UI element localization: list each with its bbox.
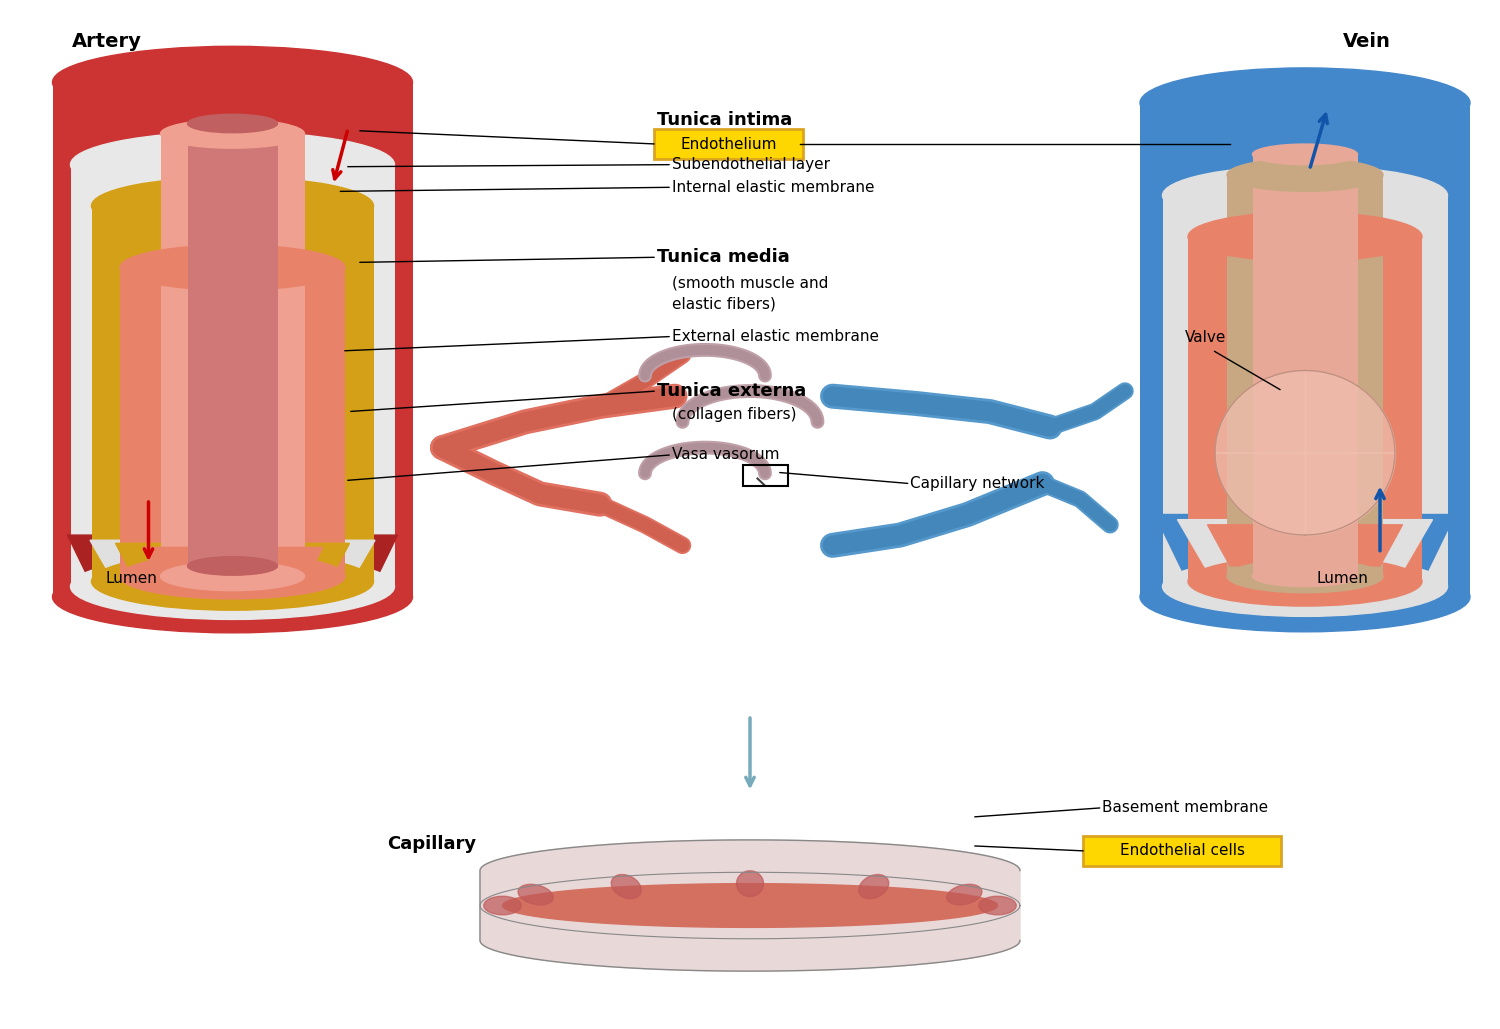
Ellipse shape: [1188, 212, 1422, 261]
Ellipse shape: [946, 884, 982, 904]
Text: Tunica media: Tunica media: [657, 248, 789, 267]
Text: Tunica intima: Tunica intima: [657, 111, 792, 130]
Text: Basement membrane: Basement membrane: [1102, 801, 1269, 815]
Ellipse shape: [70, 132, 395, 198]
Ellipse shape: [1140, 68, 1470, 138]
Text: Vein: Vein: [1342, 32, 1390, 50]
Polygon shape: [142, 547, 322, 584]
Ellipse shape: [1227, 158, 1383, 191]
Ellipse shape: [612, 875, 640, 898]
Text: (collagen fibers): (collagen fibers): [672, 407, 796, 422]
Bar: [742, 465, 788, 486]
Text: Subendothelial layer: Subendothelial layer: [672, 157, 830, 172]
Ellipse shape: [1252, 144, 1358, 165]
Polygon shape: [1178, 520, 1432, 571]
Ellipse shape: [188, 557, 278, 575]
Text: Endothelium: Endothelium: [680, 137, 777, 151]
Text: Internal elastic membrane: Internal elastic membrane: [672, 180, 874, 194]
Ellipse shape: [859, 875, 888, 898]
Text: Artery: Artery: [72, 32, 142, 50]
Ellipse shape: [978, 896, 1017, 915]
PathPatch shape: [1162, 196, 1448, 587]
Ellipse shape: [518, 884, 554, 904]
Text: Capillary network: Capillary network: [910, 476, 1046, 491]
Ellipse shape: [120, 554, 345, 599]
Text: Vasa vasorum: Vasa vasorum: [672, 448, 780, 462]
PathPatch shape: [92, 206, 374, 581]
PathPatch shape: [120, 268, 345, 576]
Text: Lumen: Lumen: [1317, 571, 1370, 586]
Ellipse shape: [188, 114, 278, 133]
PathPatch shape: [1227, 175, 1383, 576]
Polygon shape: [116, 543, 350, 589]
Ellipse shape: [1252, 566, 1358, 587]
Text: Tunica externa: Tunica externa: [657, 382, 807, 400]
Ellipse shape: [160, 119, 304, 148]
Text: elastic fibers): elastic fibers): [672, 296, 776, 311]
Text: Capillary: Capillary: [387, 835, 476, 853]
Polygon shape: [1155, 514, 1455, 576]
Text: Lumen: Lumen: [105, 571, 158, 586]
Polygon shape: [90, 540, 375, 592]
Ellipse shape: [120, 245, 345, 290]
Ellipse shape: [1188, 557, 1422, 606]
PathPatch shape: [160, 134, 304, 576]
Ellipse shape: [53, 46, 412, 118]
Ellipse shape: [92, 553, 374, 610]
Text: Valve: Valve: [1185, 330, 1227, 345]
Ellipse shape: [160, 562, 304, 591]
Text: External elastic membrane: External elastic membrane: [672, 329, 879, 344]
Ellipse shape: [92, 177, 374, 235]
PathPatch shape: [1188, 237, 1422, 581]
Text: (smooth muscle and: (smooth muscle and: [672, 276, 828, 290]
Ellipse shape: [483, 896, 522, 915]
Polygon shape: [503, 884, 998, 927]
Ellipse shape: [70, 554, 395, 619]
PathPatch shape: [53, 82, 412, 597]
FancyBboxPatch shape: [654, 129, 802, 159]
Polygon shape: [68, 535, 398, 597]
PathPatch shape: [1140, 103, 1470, 597]
Text: Endothelial cells: Endothelial cells: [1119, 844, 1245, 858]
Polygon shape: [480, 840, 1020, 971]
Ellipse shape: [53, 561, 412, 633]
FancyBboxPatch shape: [1083, 836, 1281, 866]
Ellipse shape: [1162, 557, 1448, 616]
Ellipse shape: [1140, 562, 1470, 632]
Ellipse shape: [736, 871, 764, 896]
Ellipse shape: [1227, 560, 1383, 593]
PathPatch shape: [70, 165, 395, 587]
Polygon shape: [1208, 525, 1402, 566]
PathPatch shape: [188, 123, 278, 566]
Ellipse shape: [1162, 166, 1448, 225]
PathPatch shape: [1252, 154, 1358, 576]
